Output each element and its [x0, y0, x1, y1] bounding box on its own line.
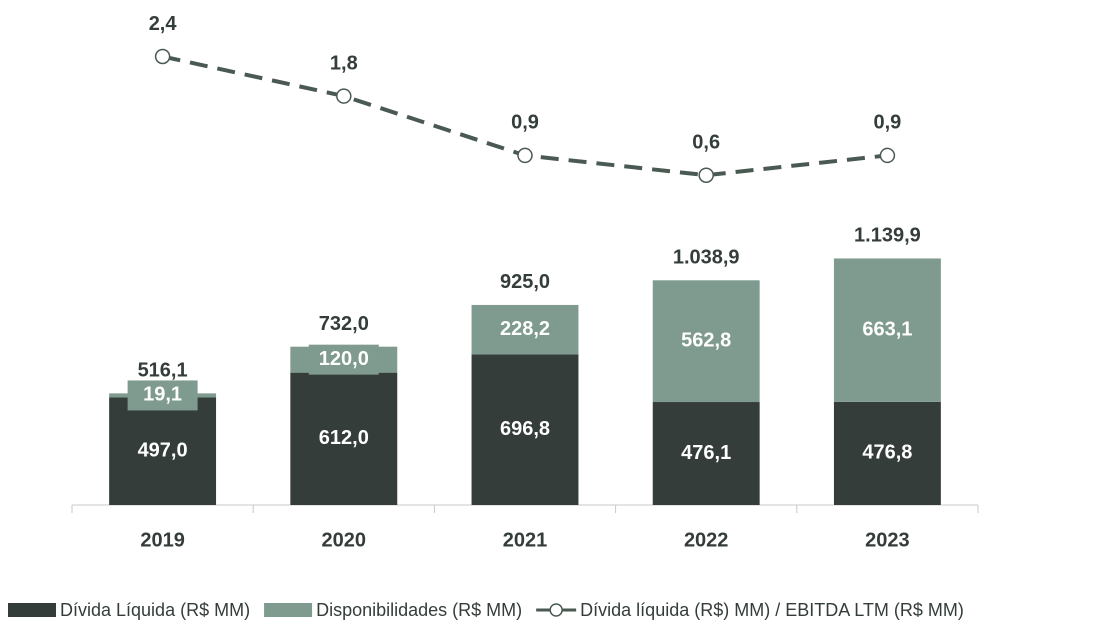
legend-swatch	[264, 603, 313, 617]
total-label: 925,0	[500, 271, 550, 293]
line-marker	[517, 147, 533, 164]
bar-segment	[833, 401, 941, 505]
legend-label: Disponibilidades (R$ MM)	[316, 600, 522, 620]
legend-marker	[549, 603, 563, 617]
data-label: 612,0	[319, 427, 369, 449]
data-label: 120,0	[319, 348, 369, 370]
bar-segment	[652, 402, 760, 505]
data-label-bg	[671, 326, 742, 357]
data-label: 0,6	[692, 131, 720, 153]
x-tick-label: 2019	[140, 529, 185, 551]
total-label: 1.139,9	[854, 225, 921, 247]
data-label: 228,2	[500, 318, 550, 340]
data-label: 19,1	[143, 384, 182, 406]
data-label: 0,9	[511, 112, 539, 134]
line-marker	[879, 147, 896, 164]
x-tick-label: 2023	[865, 529, 910, 551]
data-label: 1,8	[330, 52, 358, 74]
legend-swatch	[8, 603, 56, 617]
bar-segment	[109, 397, 217, 505]
data-label: 562,8	[681, 329, 731, 351]
x-tick-label: 2022	[684, 529, 729, 551]
x-tick-label: 2020	[322, 529, 367, 551]
line-marker	[154, 48, 171, 65]
total-label: 516,1	[138, 360, 188, 382]
data-label: 476,8	[862, 442, 912, 464]
data-label-bg	[308, 344, 379, 375]
data-label: 497,0	[138, 440, 188, 462]
bar-segment	[471, 354, 579, 505]
data-label-bg	[852, 315, 923, 346]
data-label: 476,1	[681, 442, 731, 464]
data-label: 663,1	[862, 318, 912, 340]
line-marker	[698, 167, 714, 183]
total-label: 1.038,9	[673, 247, 740, 269]
data-label: 2,4	[149, 13, 178, 35]
total-label: 732,0	[319, 313, 369, 335]
data-label: 696,8	[500, 418, 550, 440]
data-label-bg	[490, 314, 560, 345]
data-label-bg	[127, 380, 198, 411]
legend-label: Dívida líquida (R$) MM) / EBITDA LTM (R$…	[580, 600, 964, 620]
line-marker	[336, 88, 352, 104]
data-label: 0,9	[873, 112, 901, 134]
bar-segment	[290, 372, 398, 505]
legend-label: Dívida Líquida (R$ MM)	[60, 600, 250, 620]
x-tick-label: 2021	[503, 529, 548, 551]
